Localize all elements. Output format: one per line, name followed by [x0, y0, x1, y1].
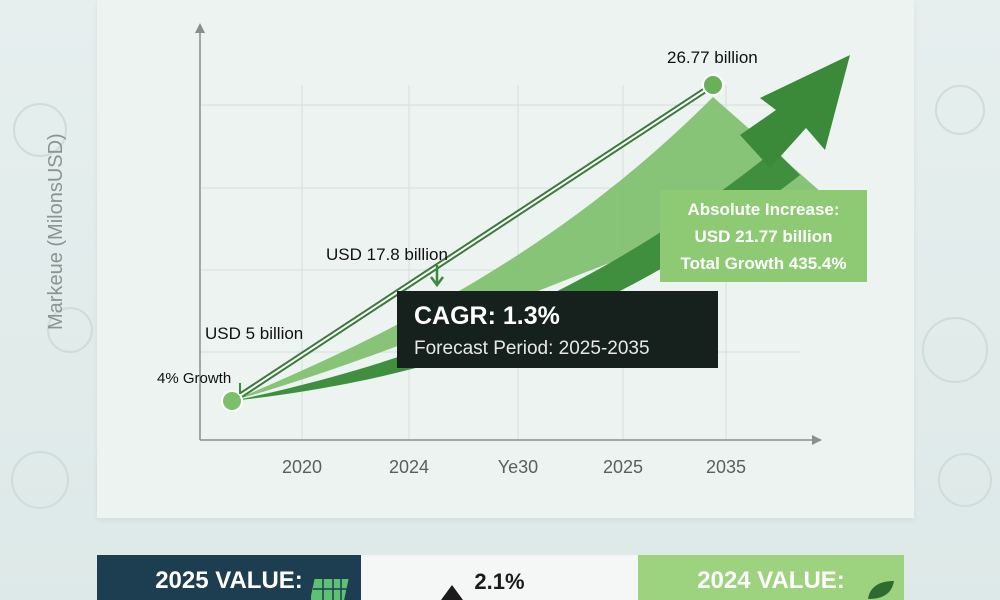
- x-tick-label: 2025: [602, 457, 644, 477]
- cagr-callout: CAGR: 1.3% Forecast Period: 2025-2035: [397, 291, 718, 368]
- value-card-2024: 2024 VALUE:: [638, 555, 904, 600]
- forecast-period: Forecast Period: 2025-2035: [414, 338, 650, 359]
- cagr-title: CAGR: 1.3%: [414, 302, 560, 330]
- y-axis-label: Markeue (MilonsUSD): [45, 133, 67, 330]
- mid-value-label: USD 17.8 billion: [326, 245, 448, 264]
- x-tick-label: 2035: [705, 457, 747, 477]
- growth-arrow: [740, 55, 850, 168]
- value-card-2024-label: 2024 VALUE:: [697, 567, 845, 594]
- increase-line-1: Absolute Increase:: [687, 200, 840, 219]
- end-value-label: 26.77 billion: [667, 48, 758, 67]
- x-tick-label: 2020: [281, 457, 323, 477]
- x-tick-label: Ye30: [497, 457, 539, 477]
- absolute-increase-callout: Absolute Increase: USD 21.77 billion Tot…: [660, 190, 867, 282]
- start-value-label: USD 5 billion: [205, 324, 304, 343]
- data-point-end: [702, 74, 724, 96]
- growth-area-dark: [232, 150, 800, 401]
- trend-line-highlight: [231, 84, 714, 402]
- y-axis-arrowhead: [195, 23, 205, 33]
- increase-line-3: Total Growth 435.4%: [680, 254, 847, 273]
- data-point-start: [221, 390, 243, 412]
- x-axis-arrowhead: [812, 435, 822, 445]
- mid-value-pointer: [430, 265, 444, 288]
- arrow-up-icon: [441, 585, 463, 600]
- leaf-icon: [868, 581, 894, 599]
- start-growth-label: 4% Growth: [157, 370, 232, 387]
- growth-rate-label: 2.1%: [474, 569, 525, 594]
- value-card-2025: 2025 VALUE:: [97, 555, 361, 600]
- value-card-2025-label: 2025 VALUE:: [155, 567, 303, 594]
- growth-rate-card: 2.1%: [361, 555, 638, 600]
- x-tick-label: 2024: [388, 457, 430, 477]
- increase-line-2: USD 21.77 billion: [694, 227, 833, 246]
- solar-panel-icon: [311, 579, 351, 600]
- growth-area-light: [232, 97, 830, 401]
